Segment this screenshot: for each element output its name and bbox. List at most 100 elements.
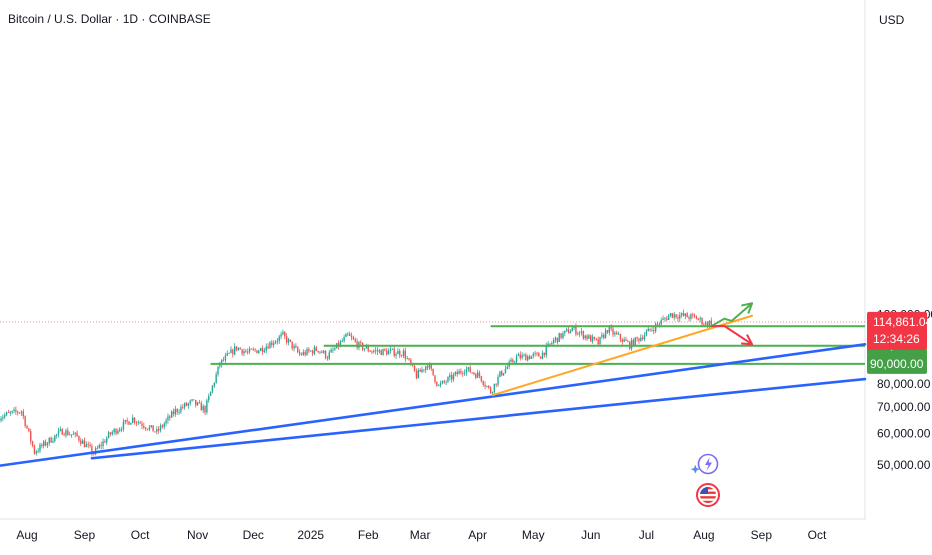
candle — [669, 312, 672, 318]
level-tag-label: 90,000.00 — [870, 357, 924, 371]
candle — [50, 436, 52, 443]
candle — [569, 329, 572, 334]
candle-body — [374, 350, 377, 352]
lightning-icon[interactable] — [690, 453, 719, 475]
candle — [208, 393, 210, 403]
candle-body — [122, 421, 125, 430]
candle-body — [393, 348, 395, 356]
candle — [599, 336, 601, 345]
candle — [391, 348, 394, 351]
candle — [61, 428, 63, 435]
candle — [387, 348, 390, 355]
candle-body — [347, 333, 349, 335]
candle-body — [350, 335, 353, 338]
candle — [18, 412, 21, 414]
candle — [406, 355, 408, 360]
candle-body — [57, 430, 60, 435]
bearish-projection-arrow[interactable] — [711, 324, 754, 346]
trendline[interactable] — [491, 314, 754, 397]
candle-body — [328, 352, 330, 359]
candle — [397, 348, 399, 355]
candle-body — [31, 441, 34, 446]
candle-body — [319, 351, 321, 353]
current-price-tag-bg — [867, 311, 927, 350]
candle — [371, 350, 373, 355]
candle-body — [131, 417, 134, 423]
current-price-tag[interactable]: 114,861.04 12:34:26 — [867, 311, 932, 350]
candle-body — [287, 339, 290, 343]
trendline[interactable] — [0, 342, 867, 467]
candle-body — [191, 399, 193, 401]
candle — [131, 414, 134, 424]
candle-body — [489, 387, 492, 394]
candle — [202, 404, 204, 414]
candle — [465, 366, 468, 376]
candle — [528, 354, 531, 360]
candle — [447, 375, 449, 384]
candle-body — [332, 349, 334, 351]
candle-body — [293, 345, 295, 349]
candle — [180, 404, 182, 414]
candle-body — [259, 348, 262, 351]
candle-body — [376, 350, 379, 352]
candle-body — [28, 428, 30, 432]
candle-body — [169, 416, 171, 418]
candle — [139, 420, 141, 424]
candle — [298, 349, 301, 357]
symbol-title[interactable]: Bitcoin / U.S. Dollar · 1D · COINBASE — [8, 12, 211, 26]
horizontal-levels-layer — [210, 325, 865, 365]
candle — [577, 331, 579, 336]
candle-body — [682, 313, 685, 316]
candle-body — [599, 336, 601, 345]
candle — [421, 366, 423, 374]
candle — [651, 327, 653, 332]
candle-body — [469, 367, 471, 373]
us-economic-event-icon[interactable] — [696, 483, 720, 507]
candle-body — [660, 319, 662, 325]
candle-body — [545, 345, 547, 356]
candle-body — [42, 441, 45, 447]
time-axis[interactable]: Aug Sep Oct Nov Dec 2025 Feb Mar Apr May Jun Jul Aug… — [16, 528, 827, 542]
currency-button[interactable] — [871, 8, 907, 30]
candle — [399, 348, 401, 359]
candle — [653, 326, 655, 335]
candle — [230, 346, 232, 354]
candle-body — [254, 349, 256, 351]
candle-body — [306, 349, 308, 355]
candle — [423, 369, 425, 373]
candle — [625, 336, 627, 341]
candle-body — [454, 371, 457, 375]
candle — [198, 399, 201, 404]
candle-body — [521, 355, 523, 359]
candle-body — [85, 444, 88, 448]
bullish-projection-arrow[interactable] — [710, 302, 754, 328]
candle — [554, 336, 557, 343]
candle — [17, 410, 19, 416]
candle — [501, 370, 503, 377]
candle — [395, 352, 397, 359]
candle-body — [647, 328, 649, 332]
candle — [360, 340, 362, 346]
candle — [302, 349, 305, 356]
candle — [317, 350, 319, 354]
candle — [499, 371, 501, 378]
candle-body — [52, 441, 54, 443]
candle-body — [538, 353, 540, 357]
candle-body — [692, 314, 694, 316]
candle-body — [289, 339, 292, 342]
candle-body — [441, 380, 444, 384]
time-tick-label: Apr — [468, 528, 487, 542]
candle-body — [690, 314, 692, 319]
candle-body — [178, 412, 180, 413]
candle — [293, 343, 295, 352]
candle-body — [352, 337, 355, 340]
candle-body — [74, 432, 76, 435]
level-price-tag[interactable]: 90,000.00 — [867, 353, 927, 374]
candle-body — [295, 345, 297, 348]
candle — [627, 339, 629, 343]
trendline[interactable] — [90, 377, 867, 460]
candle — [389, 346, 392, 354]
candle-body — [551, 342, 553, 344]
candle-body — [258, 350, 260, 354]
